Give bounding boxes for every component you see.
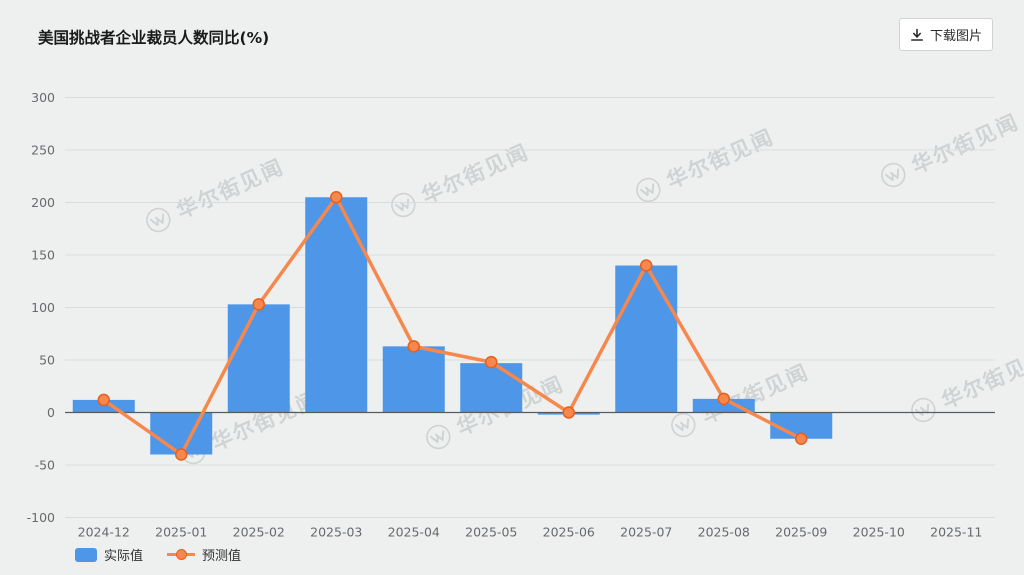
forecast-point-2025-01[interactable] [175,448,188,461]
forecast-point-2025-03[interactable] [330,191,343,204]
legend-item-actual[interactable]: 实际值 [75,545,143,564]
bar-2025-03[interactable] [305,197,368,413]
x-tick-label: 2025-08 [698,525,750,540]
y-tick-label: 0 [47,405,55,420]
y-tick-label: 200 [31,195,55,210]
y-tick-label: 300 [31,90,55,105]
x-tick-label: 2025-04 [388,525,440,540]
y-tick-label: -100 [27,510,55,525]
actual-series-swatch [75,547,97,562]
forecast-point-2025-05[interactable] [485,355,498,369]
bar-2025-02[interactable] [227,304,290,413]
forecast-point-2025-04[interactable] [407,340,420,353]
forecast-point-2024-12[interactable] [97,393,110,407]
forecast-point-2025-09[interactable] [795,432,808,445]
x-tick-label: 2025-06 [543,525,595,540]
x-tick-label: 2025-02 [233,525,285,540]
forecast-point-2025-08[interactable] [717,392,730,406]
download-icon [910,28,924,42]
y-tick-label: 250 [31,143,55,158]
page-title: 美国挑战者企业裁员人数同比(%) [38,29,270,47]
forecast-point-2025-02[interactable] [252,298,265,311]
bar-2025-07[interactable] [615,265,678,413]
legend-label-actual: 实际值 [104,549,144,564]
x-tick-label: 2025-11 [930,525,982,540]
forecast-line [102,195,803,457]
x-tick-label: 2025-10 [853,525,905,540]
bar-2025-04[interactable] [382,346,445,413]
bar-2025-01[interactable] [150,412,213,455]
y-tick-label: 150 [31,248,55,263]
y-tick-label: -50 [35,458,55,473]
x-tick-label: 2025-05 [465,525,517,540]
bar-2025-08[interactable] [692,398,755,413]
bar-2025-05[interactable] [460,363,523,413]
legend-item-forecast[interactable]: 预测值 [167,545,241,564]
forecast-dot-icon [175,549,187,560]
x-tick-label: 2024-12 [78,525,130,540]
download-label: 下载图片 [929,28,982,43]
legend-label-forecast: 预测值 [202,549,242,564]
forecast-point-2025-07[interactable] [640,259,653,272]
x-tick-label: 2025-09 [775,525,827,540]
forecast-point-2025-06[interactable] [562,406,575,419]
x-tick-label: 2025-01 [155,525,207,540]
download-button[interactable]: 下载图片 [898,18,993,51]
x-tick-label: 2025-03 [310,525,362,540]
y-tick-label: 100 [31,300,55,315]
y-tick-label: 50 [39,353,55,368]
forecast-series-swatch [167,548,196,562]
x-tick-label: 2025-07 [620,525,672,540]
legend: 实际值 预测值 [75,545,241,564]
